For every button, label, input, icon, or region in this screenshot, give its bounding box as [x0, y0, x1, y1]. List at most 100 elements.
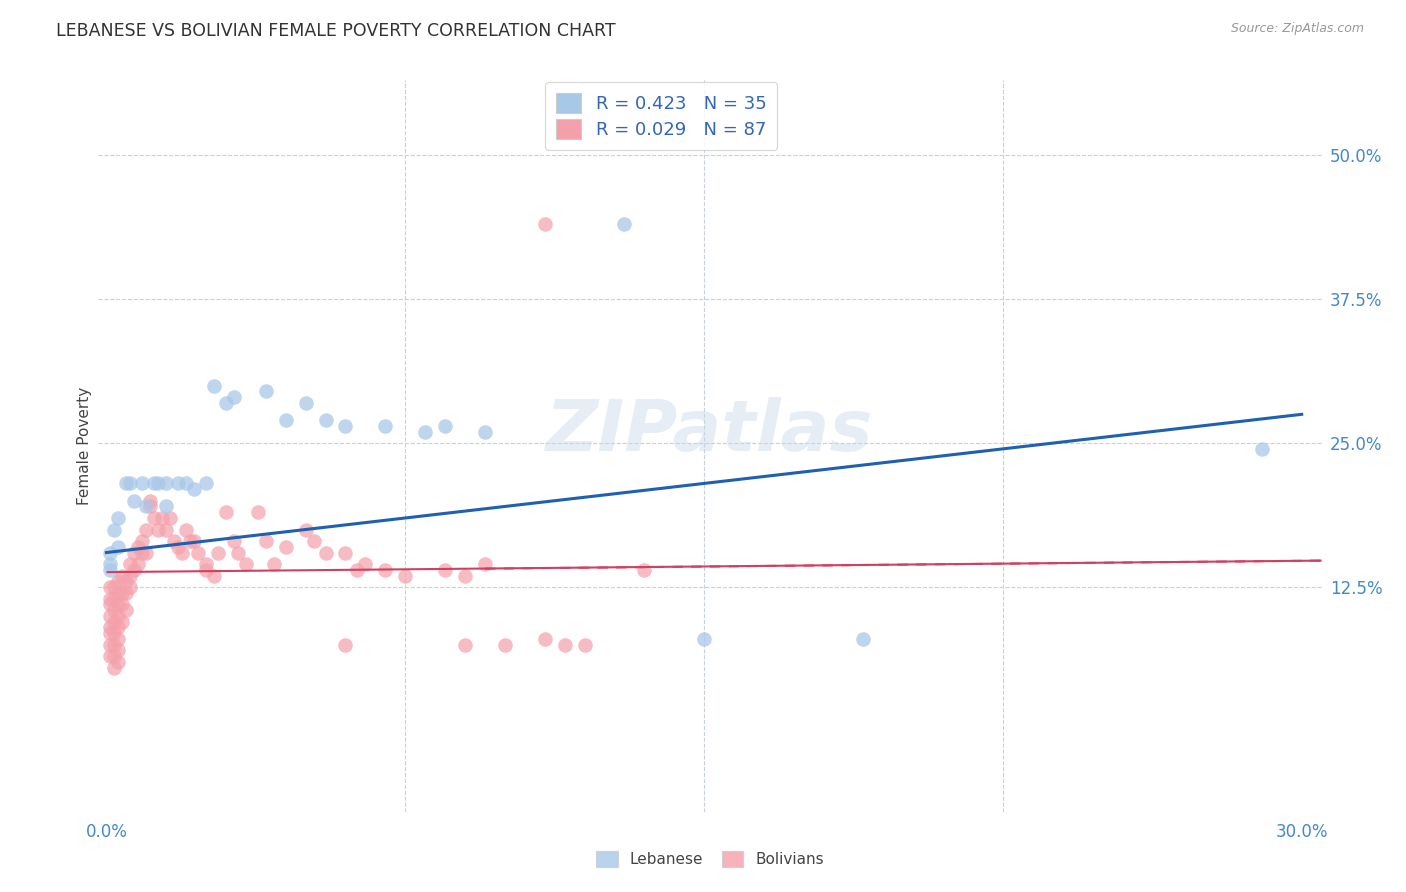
Point: [207, 545, 229, 559]
Point: [1250, 442, 1272, 456]
Point: [434, 418, 457, 433]
Point: [335, 638, 357, 652]
Point: [100, 620, 122, 634]
Y-axis label: Female Poverty: Female Poverty: [77, 387, 91, 505]
Point: [215, 505, 238, 519]
Point: [150, 511, 173, 525]
Point: [100, 638, 122, 652]
Point: [107, 655, 129, 669]
Point: [454, 638, 477, 652]
Point: [131, 534, 153, 549]
Point: [148, 523, 170, 537]
Point: [354, 557, 377, 571]
Text: Source: ZipAtlas.com: Source: ZipAtlas.com: [1230, 22, 1364, 36]
Point: [107, 574, 129, 589]
Point: [335, 418, 357, 433]
Point: [852, 632, 875, 646]
Point: [474, 425, 496, 439]
Point: [159, 511, 181, 525]
Point: [100, 557, 122, 571]
Point: [111, 615, 134, 629]
Point: [124, 493, 146, 508]
Point: [103, 523, 125, 537]
Point: [394, 568, 416, 582]
Point: [274, 540, 297, 554]
Point: [195, 476, 218, 491]
Point: [115, 574, 138, 589]
Point: [143, 476, 166, 491]
Point: [100, 545, 122, 559]
Point: [103, 626, 125, 640]
Point: [633, 563, 655, 577]
Point: [139, 500, 162, 514]
Point: [103, 603, 125, 617]
Point: [100, 608, 122, 623]
Point: [131, 545, 153, 559]
Point: [127, 540, 149, 554]
Point: [174, 476, 197, 491]
Point: [120, 580, 142, 594]
Point: [143, 511, 166, 525]
Point: [494, 638, 516, 652]
Point: [346, 563, 368, 577]
Point: [246, 505, 269, 519]
Point: [131, 476, 153, 491]
Point: [124, 563, 146, 577]
Point: [187, 545, 209, 559]
Point: [167, 476, 190, 491]
Point: [315, 545, 337, 559]
Point: [374, 418, 396, 433]
Point: [235, 557, 257, 571]
Point: [172, 545, 194, 559]
Point: [111, 568, 134, 582]
Point: [195, 557, 218, 571]
Point: [107, 586, 129, 600]
Point: [434, 563, 457, 577]
Point: [335, 545, 357, 559]
Point: [454, 568, 477, 582]
Point: [127, 557, 149, 571]
Point: [693, 632, 716, 646]
Point: [107, 620, 129, 634]
Point: [533, 632, 555, 646]
Point: [100, 580, 122, 594]
Point: [115, 476, 138, 491]
Point: [155, 523, 177, 537]
Point: [100, 598, 122, 612]
Point: [183, 534, 205, 549]
Point: [103, 580, 125, 594]
Legend: Lebanese, Bolivians: Lebanese, Bolivians: [591, 846, 830, 873]
Point: [120, 476, 142, 491]
Point: [115, 586, 138, 600]
Point: [155, 500, 177, 514]
Point: [135, 523, 157, 537]
Point: [167, 540, 190, 554]
Point: [120, 568, 142, 582]
Point: [120, 557, 142, 571]
Point: [302, 534, 325, 549]
Point: [254, 384, 277, 399]
Point: [215, 396, 238, 410]
Point: [100, 563, 122, 577]
Point: [533, 217, 555, 231]
Point: [263, 557, 285, 571]
Point: [107, 598, 129, 612]
Point: [100, 649, 122, 664]
Point: [413, 425, 436, 439]
Point: [174, 523, 197, 537]
Text: ZIPatlas: ZIPatlas: [547, 397, 873, 466]
Point: [222, 390, 245, 404]
Point: [179, 534, 201, 549]
Point: [103, 661, 125, 675]
Point: [100, 626, 122, 640]
Point: [135, 545, 157, 559]
Point: [474, 557, 496, 571]
Point: [222, 534, 245, 549]
Point: [103, 615, 125, 629]
Point: [107, 540, 129, 554]
Point: [226, 545, 249, 559]
Point: [574, 638, 596, 652]
Point: [374, 563, 396, 577]
Point: [155, 476, 177, 491]
Point: [107, 632, 129, 646]
